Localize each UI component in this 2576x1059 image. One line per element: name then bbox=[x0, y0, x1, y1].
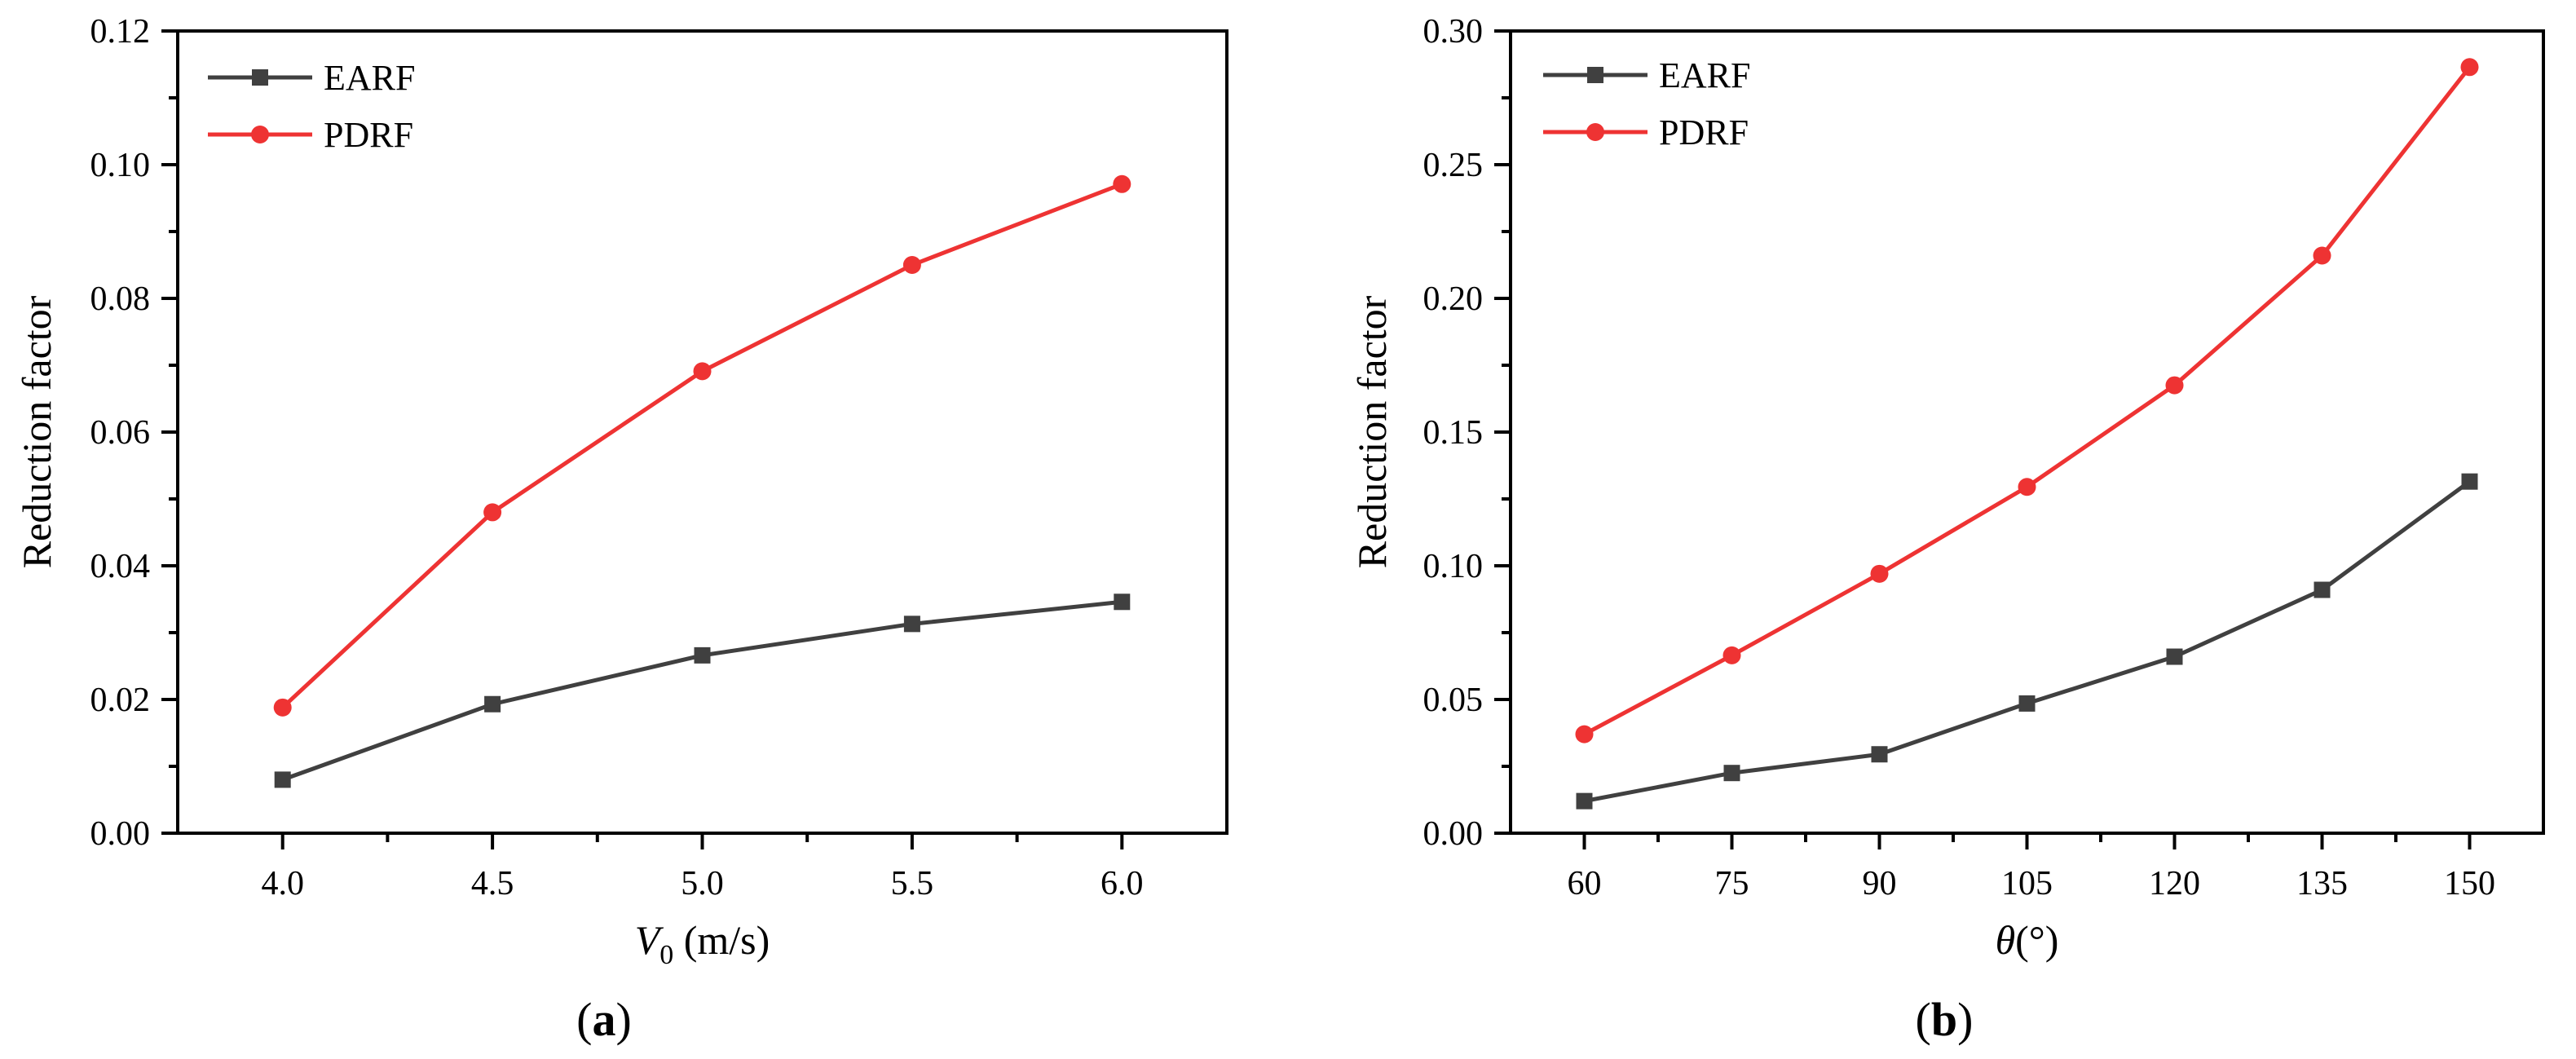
data-point-pdrf bbox=[2460, 58, 2479, 77]
panel-label-close: ) bbox=[1957, 993, 1973, 1046]
data-point-pdrf bbox=[2313, 246, 2331, 265]
legend-marker bbox=[251, 126, 269, 143]
data-point-earf bbox=[274, 771, 291, 788]
y-axis-title: Reduction factor bbox=[14, 295, 60, 568]
data-point-earf bbox=[2461, 473, 2478, 490]
panel-label-letter: a bbox=[593, 993, 616, 1046]
data-point-pdrf bbox=[1113, 174, 1131, 193]
data-point-pdrf bbox=[273, 698, 292, 717]
data-point-pdrf bbox=[483, 503, 502, 522]
x-tick-label: 150 bbox=[2444, 865, 2495, 902]
y-tick-label: 0.30 bbox=[1423, 13, 1484, 51]
data-point-earf bbox=[2166, 648, 2183, 665]
data-point-earf bbox=[1114, 593, 1131, 611]
data-point-earf bbox=[2314, 581, 2331, 598]
data-point-pdrf bbox=[693, 362, 712, 381]
y-tick-label: 0.00 bbox=[1423, 815, 1484, 853]
y-tick-label: 0.10 bbox=[90, 147, 151, 184]
y-tick-label: 0.12 bbox=[90, 13, 151, 51]
data-point-earf bbox=[1871, 746, 1888, 763]
y-tick-label: 0.08 bbox=[90, 280, 151, 318]
panel-label-letter: b bbox=[1931, 993, 1957, 1046]
panel-label-open: ( bbox=[1916, 993, 1931, 1046]
series-line-pdrf bbox=[1583, 65, 2472, 736]
x-axis-title: θ(°) bbox=[1996, 917, 2059, 963]
x-tick-label: 105 bbox=[2001, 865, 2053, 902]
chart-panel-a: 4.0 4.5 5.0 5.5 6.0 0.00 0.02 0.04 0.06 0.08 0.10 0… bbox=[14, 13, 1228, 1046]
legend-marker bbox=[1587, 67, 1603, 83]
legend-label: PDRF bbox=[1659, 113, 1749, 152]
data-point-pdrf bbox=[1575, 725, 1594, 744]
y-tick-label: 0.06 bbox=[90, 414, 151, 452]
x-tick-label: 90 bbox=[1863, 865, 1897, 902]
x-tick-label: 5.5 bbox=[891, 865, 934, 902]
panel-label: (b) bbox=[1916, 993, 1974, 1046]
x-axis-unit: (°) bbox=[2015, 917, 2058, 963]
x-axis-title: V0 (m/s) bbox=[635, 917, 770, 970]
x-tick-label: 60 bbox=[1568, 865, 1602, 902]
data-point-earf bbox=[1576, 792, 1593, 810]
x-tick-label: 4.5 bbox=[471, 865, 514, 902]
data-point-pdrf bbox=[2165, 376, 2184, 395]
data-point-earf bbox=[2018, 695, 2036, 712]
data-point-pdrf bbox=[902, 256, 921, 274]
data-point-earf bbox=[484, 695, 501, 713]
panel-label-open: ( bbox=[576, 993, 592, 1046]
data-point-earf bbox=[694, 646, 711, 664]
y-tick-label: 0.00 bbox=[90, 815, 151, 853]
legend-label: EARF bbox=[1659, 55, 1750, 95]
x-axis-symbol: θ bbox=[1996, 917, 2016, 963]
y-axis-title: Reduction factor bbox=[1349, 295, 1395, 568]
data-point-pdrf bbox=[1870, 564, 1889, 583]
y-tick-label: 0.10 bbox=[1423, 548, 1484, 585]
x-tick-label: 5.0 bbox=[681, 865, 724, 902]
y-tick-label: 0.20 bbox=[1423, 280, 1484, 318]
x-tick-label: 75 bbox=[1715, 865, 1749, 902]
data-point-earf bbox=[903, 616, 920, 633]
x-tick-label: 4.0 bbox=[261, 865, 304, 902]
data-point-pdrf bbox=[1722, 646, 1741, 664]
series-line-earf bbox=[281, 599, 1123, 782]
legend-label: PDRF bbox=[324, 115, 413, 155]
x-tick-label: 6.0 bbox=[1101, 865, 1144, 902]
series-line-earf bbox=[1584, 479, 2471, 804]
x-tick-label: 120 bbox=[2149, 865, 2200, 902]
data-point-pdrf bbox=[2018, 478, 2036, 496]
data-point-earf bbox=[1723, 765, 1740, 782]
panel-label-close: ) bbox=[616, 993, 632, 1046]
x-axis-symbol: V bbox=[635, 917, 664, 963]
x-axis-unit: (m/s) bbox=[673, 917, 770, 963]
x-axis-subscript: 0 bbox=[659, 940, 673, 970]
panel-label: (a) bbox=[576, 993, 632, 1046]
y-tick-label: 0.05 bbox=[1423, 682, 1484, 719]
y-tick-label: 0.04 bbox=[90, 548, 151, 585]
y-tick-label: 0.25 bbox=[1423, 147, 1484, 184]
x-tick-label: 135 bbox=[2296, 865, 2348, 902]
y-tick-label: 0.15 bbox=[1423, 414, 1484, 452]
y-tick-label: 0.02 bbox=[90, 682, 151, 719]
legend-marker bbox=[1586, 123, 1604, 141]
legend-marker bbox=[252, 69, 268, 86]
chart-panel-b: 60 75 90 105 120 135 150 0.00 0.05 0.10 0.15 0.20 0.… bbox=[1349, 13, 2545, 1046]
series-line-pdrf bbox=[280, 182, 1123, 709]
legend-label: EARF bbox=[324, 58, 415, 98]
